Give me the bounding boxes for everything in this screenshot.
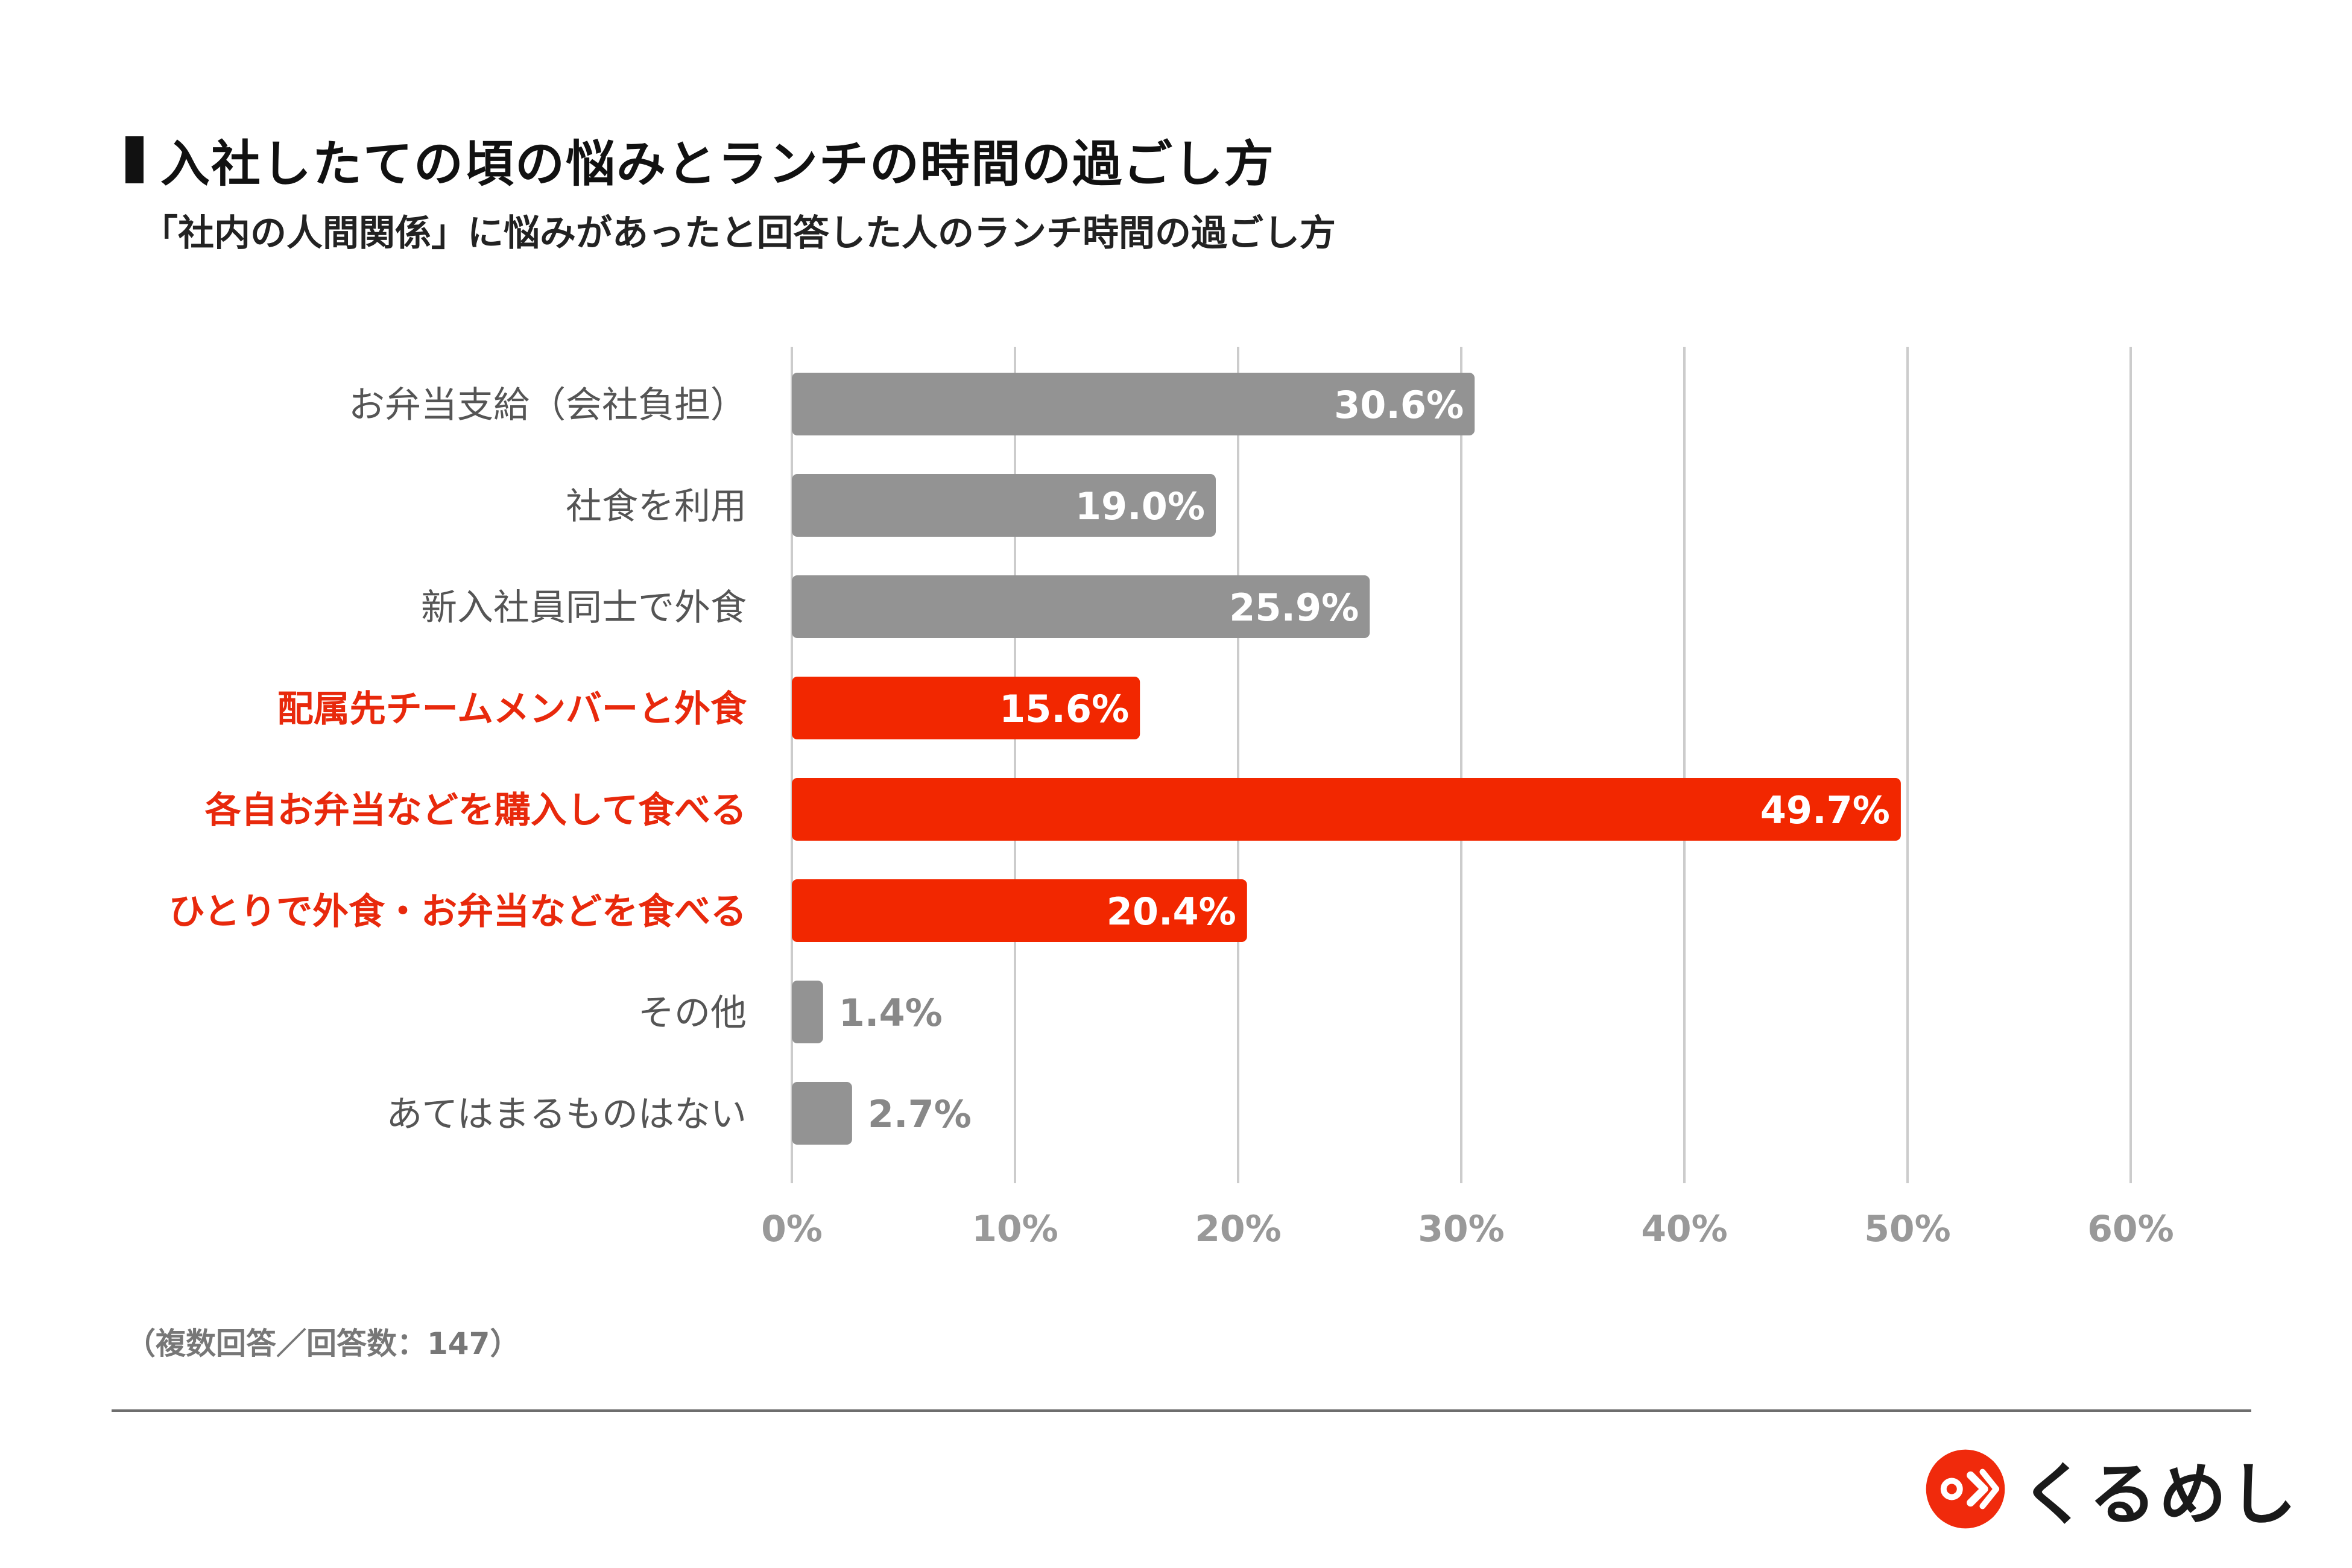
data-label: 15.6% [999, 687, 1129, 731]
bar [792, 677, 1140, 739]
brand-logo: くるめし [1923, 1440, 2299, 1538]
kurumeshi-logo-icon [1926, 1449, 2005, 1529]
category-label: 新入社員同士で外食 [421, 587, 747, 629]
bar [792, 778, 1901, 841]
category-label: ひとりで外食・お弁当などを食べる [169, 891, 747, 933]
data-label: 49.7% [1760, 788, 1890, 832]
bar [792, 575, 1370, 638]
title-block: 入社したての頃の悩みとランチの時間の過ごし方 [125, 124, 1275, 195]
x-tick-label: 50% [1864, 1208, 1951, 1250]
bar [792, 879, 1247, 942]
category-label: あてはまるものはない [386, 1093, 747, 1136]
x-tick-label: 40% [1641, 1208, 1728, 1250]
brand-name: くるめし [2020, 1456, 2299, 1534]
bar-chart: 0% 10% 20% 30% 40% 50% 60% お弁当支給（会社負担） 30.6% 社食を利… [169, 347, 2174, 1250]
data-label: 25.9% [1229, 586, 1359, 630]
bar [792, 981, 823, 1043]
footnote: （複数回答／回答数：147） [125, 1326, 520, 1361]
data-label: 19.0% [1075, 484, 1205, 528]
bar [792, 474, 1216, 537]
title-marker [125, 136, 144, 183]
data-label: 20.4% [1107, 890, 1236, 934]
x-tick-label: 30% [1418, 1208, 1505, 1250]
category-label: その他 [638, 992, 747, 1034]
divider [112, 1409, 2251, 1412]
bar [792, 1082, 852, 1145]
data-label: 1.4% [839, 991, 943, 1035]
category-label: お弁当支給（会社負担） [349, 384, 747, 426]
x-tick-label: 60% [2087, 1208, 2174, 1250]
category-label: 各自お弁当などを購入して食べる [205, 789, 747, 832]
page-title: 入社したての頃の悩みとランチの時間の過ごし方 [160, 136, 1276, 193]
data-label: 30.6% [1334, 383, 1464, 427]
category-label: 社食を利用 [566, 485, 747, 528]
bar [792, 373, 1475, 435]
category-label: 配属先チームメンバーと外食 [277, 688, 747, 730]
data-label: 2.7% [868, 1092, 972, 1136]
x-tick-label: 10% [972, 1208, 1058, 1250]
page-subtitle: 「社内の人間関係」に悩みがあったと回答した人のランチ時間の過ごし方 [142, 212, 1336, 254]
x-tick-label: 0% [761, 1208, 823, 1250]
x-tick-label: 20% [1195, 1208, 1282, 1250]
